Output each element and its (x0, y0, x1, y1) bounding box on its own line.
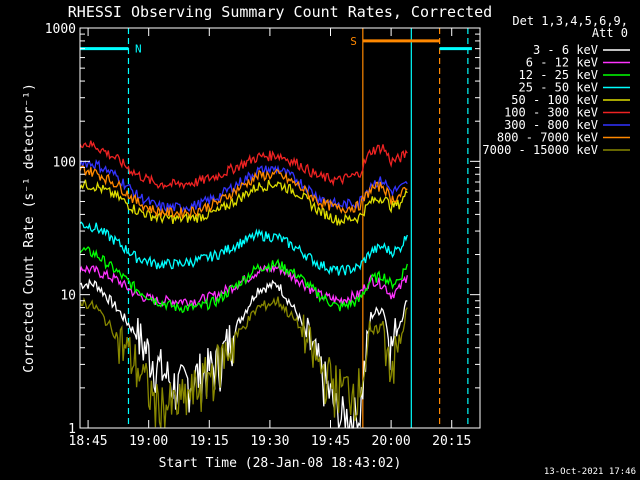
y-tick-label-1: 10 (60, 289, 76, 304)
legend-label-5: 100 - 300 keV (504, 106, 598, 120)
plot-frame (79, 27, 481, 429)
series-line-2 (79, 246, 408, 314)
x-tick-label-2: 19:15 (190, 434, 229, 449)
series-line-7 (79, 165, 408, 220)
footer-date: 13-Oct-2021 17:46 (544, 467, 636, 477)
legend-label-0: 3 - 6 keV (533, 43, 598, 57)
legend-header-line-1: Det 1,3,4,5,6,9, (512, 14, 628, 28)
series-line-3 (79, 221, 408, 276)
y-tick-label-0: 1 (68, 422, 76, 437)
x-axis-label: Start Time (28-Jan-08 18:43:02) (159, 456, 402, 471)
y-tick-label-2: 100 (53, 155, 76, 170)
chart-title: RHESSI Observing Summary Count Rates, Co… (68, 3, 492, 21)
legend-label-1: 6 - 12 keV (526, 56, 598, 70)
x-tick-label-5: 20:00 (372, 434, 411, 449)
legend-label-4: 50 - 100 keV (511, 93, 598, 107)
legend-label-2: 12 - 25 keV (519, 68, 598, 82)
legend-label-3: 25 - 50 keV (519, 81, 598, 95)
legend-label-6: 300 - 800 keV (504, 118, 598, 132)
x-tick-label-1: 19:00 (129, 434, 168, 449)
y-axis: 1 10 100 1000 (45, 22, 480, 437)
annotation-N: N (135, 43, 142, 56)
legend-header-line-2: Att 0 (592, 26, 628, 40)
x-tick-label-6: 20:15 (432, 434, 471, 449)
plot-area: NS (79, 28, 472, 429)
y-axis-label: Corrected Count Rate (s⁻¹ detector⁻¹) (22, 83, 37, 373)
series-line-5 (79, 140, 408, 190)
series-line-8 (79, 296, 408, 429)
legend-label-7: 800 - 7000 keV (497, 131, 598, 145)
legend-label-8: 7000 - 15000 keV (482, 143, 598, 157)
x-tick-label-3: 19:30 (250, 434, 289, 449)
x-tick-label-4: 19:45 (311, 434, 350, 449)
x-axis: 18:45 19:00 19:15 19:30 19:45 20:00 20:15 (69, 28, 471, 449)
annotation-S: S (350, 35, 357, 48)
y-tick-label-3: 1000 (45, 22, 76, 37)
series-line-4 (79, 179, 408, 227)
x-tick-label-0: 18:45 (69, 434, 108, 449)
